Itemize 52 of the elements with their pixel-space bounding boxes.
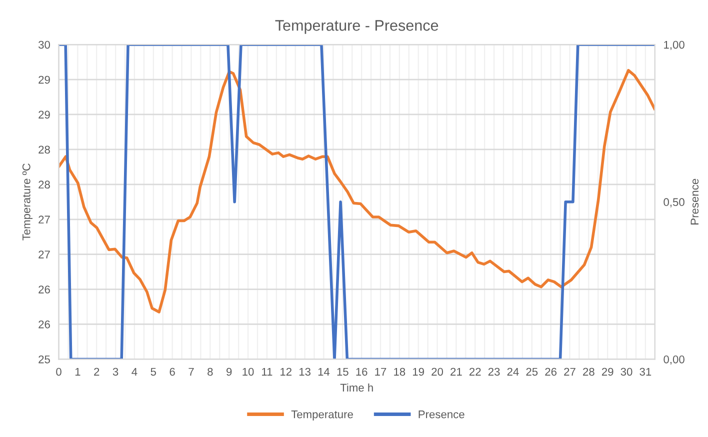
- x-tick-label: 1: [75, 368, 80, 376]
- y-tick-label: 28: [38, 146, 50, 154]
- x-tick-label: 22: [469, 368, 481, 376]
- x-tick-label: 21: [450, 368, 462, 376]
- x-tick-label: 7: [188, 368, 194, 376]
- chart-title: Temperature - Presence: [275, 20, 438, 34]
- x-tick-label: 26: [545, 368, 557, 376]
- x-tick-label: 18: [394, 368, 406, 376]
- x-tick-label: 28: [583, 368, 594, 376]
- x-tick-label: 6: [170, 368, 175, 376]
- x-tick-label: 24: [507, 368, 519, 376]
- x-tick-label: 23: [488, 368, 500, 376]
- y-tick-label: 29: [38, 76, 50, 84]
- x-tick-label: 12: [280, 368, 292, 376]
- x-tick-label: 4: [132, 368, 138, 376]
- x-axis-title: Time h: [340, 383, 373, 392]
- y-tick-label: 26: [38, 320, 50, 328]
- x-tick-label: 17: [375, 368, 386, 376]
- x-tick-label: 20: [432, 368, 444, 376]
- line-series: [58, 68, 655, 314]
- y-tick-label: 25: [38, 355, 50, 364]
- x-tick-label: 5: [150, 368, 156, 376]
- x-tick-label: 10: [242, 368, 254, 376]
- x-tick-label: 15: [337, 368, 348, 376]
- x-tick-label: 2: [94, 368, 100, 376]
- y-tick-label: 27: [38, 250, 50, 258]
- x-tick-label: 27: [564, 368, 576, 376]
- x-tick-label: 25: [526, 368, 538, 376]
- x-tick-label: 31: [640, 368, 652, 376]
- x-tick-label: 14: [318, 368, 330, 376]
- y-axis-title: Temperature ºC: [22, 164, 33, 240]
- y2-tick-label: 0,50: [664, 198, 684, 208]
- x-tick-label: 13: [299, 368, 310, 376]
- x-tick-label: 30: [620, 368, 632, 376]
- legend-label: Presence: [418, 410, 464, 418]
- y-tick-label: 26: [38, 286, 50, 294]
- x-tick-label: 16: [356, 368, 368, 376]
- x-tick-label: 9: [226, 368, 232, 376]
- x-tick-label: 29: [602, 368, 614, 376]
- x-tick-label: 8: [208, 368, 213, 376]
- x-tick-label: 19: [413, 368, 424, 376]
- y2-tick-label: 1,00: [664, 40, 684, 50]
- y2-axis-title: Presence: [690, 178, 699, 224]
- x-tick-label: 3: [112, 368, 118, 376]
- legend-label: Temperature: [291, 410, 353, 420]
- y2-tick-label: 0,00: [664, 355, 684, 365]
- y-tick-label: 29: [38, 110, 50, 119]
- y-tick-label: 27: [38, 216, 50, 224]
- x-tick-label: 11: [262, 368, 272, 376]
- y-tick-label: 30: [38, 40, 50, 49]
- y-tick-label: 28: [38, 180, 50, 189]
- x-tick-label: 0: [56, 368, 62, 376]
